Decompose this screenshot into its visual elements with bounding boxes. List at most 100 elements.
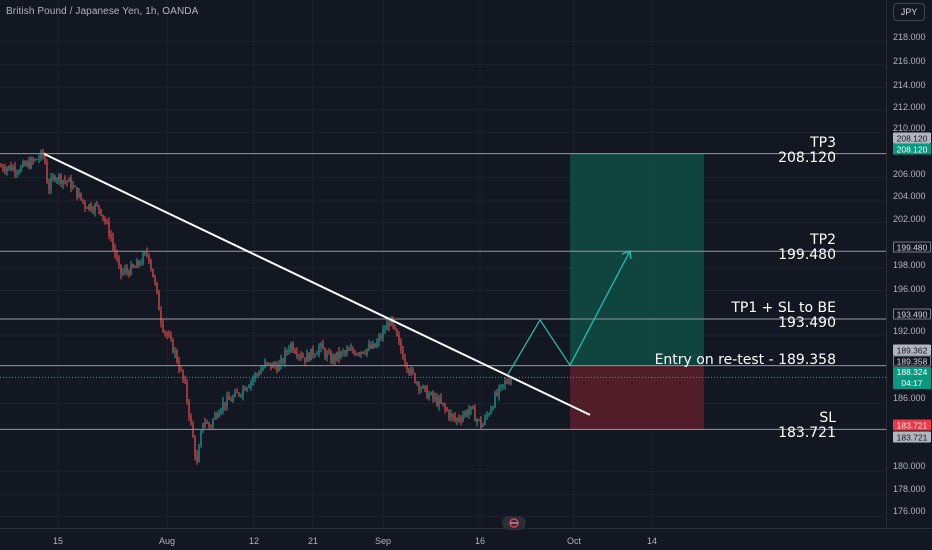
candle-body [186,381,188,402]
candle-body [340,351,342,358]
time-tick: Sep [374,536,392,546]
candle-body [130,264,132,275]
candle-body [242,388,244,395]
candle-body [100,209,102,215]
candle-body [482,424,484,427]
entry-axis-tag: 189.362 [893,344,931,356]
candle-body [208,422,210,426]
candle-body [470,406,472,411]
time-tick: 15 [52,536,64,546]
candle-body [192,422,194,438]
candle-body [150,261,152,269]
chart-area[interactable]: British Pound / Japanese Yen, 1h, OANDA … [0,0,886,528]
candle-body [222,402,224,410]
loss-zone[interactable] [570,365,704,430]
candle-body [322,343,324,350]
candle-body [154,277,156,283]
candle-body [478,419,480,421]
projection-arrowhead [621,250,632,260]
candle-body [84,201,86,208]
currency-button[interactable]: JPY [893,3,925,21]
candle-body [118,258,120,265]
candle-body [126,269,128,272]
price-axis[interactable] [886,0,932,528]
projection-path[interactable] [507,250,631,375]
candle-body [190,416,192,423]
candle-body [438,398,440,406]
tp1-label[interactable]: TP1 + SL to BE 193.490 [731,301,836,331]
candle-body [426,387,428,399]
price-tick: 210.000 [893,123,926,133]
candle-body [498,387,500,396]
time-tick: 21 [307,536,319,546]
candle-body [238,392,240,396]
candle-body [274,363,276,366]
candle-body [188,401,190,417]
candle-body [420,388,422,390]
price-chart[interactable] [0,0,886,528]
sl-label[interactable]: SL 183.721 [778,411,836,441]
candle-body [302,357,304,359]
candle-body [348,349,350,351]
candle-body [50,178,52,190]
candle-body [28,162,30,169]
tp2-label[interactable]: TP2 199.480 [778,233,836,263]
candle-body [132,264,134,267]
candle-body [380,336,382,338]
candle-body [114,246,116,255]
candle-body [388,323,390,326]
candle-body [106,221,108,223]
scroll-to-realtime-icon[interactable] [502,516,526,530]
candle-body [236,392,238,394]
time-tick: Aug [158,536,176,546]
tp3-axis-tag-green: 208.120 [893,143,931,155]
time-axis[interactable]: 15 Aug 12 21 Sep 16 Oct 14 [0,528,932,550]
candle-body [308,353,310,361]
time-tick: 12 [248,536,260,546]
candle-body [168,335,170,337]
candle-body [404,358,406,364]
candle-body [170,335,172,340]
candle-body [338,351,340,358]
candle-body [148,254,150,262]
profit-zone[interactable] [570,153,704,366]
candle-body [8,165,10,168]
candle-body [386,323,388,331]
level-lines[interactable] [0,153,886,430]
candle-body [452,413,454,417]
candle-body [406,363,408,370]
candle-body [250,380,252,386]
candle-body [430,392,432,395]
candle-body [370,344,372,348]
candle-body [394,325,396,330]
candle-body [354,351,356,355]
tp3-label[interactable]: TP3 208.120 [778,136,836,166]
candle-body [218,412,220,418]
candle-body [290,343,292,350]
candle-body [220,409,222,413]
candle-body [334,355,336,360]
candle-body [202,423,204,432]
candle-body [448,410,450,418]
candle-body [204,423,206,425]
price-tick: 186.000 [893,393,926,403]
candle-body [296,352,298,356]
candle-body [500,384,502,388]
candle-body [418,382,420,390]
sl-price: 183.721 [778,425,836,441]
candle-body [382,330,384,338]
candle-body [332,355,334,363]
entry-label[interactable]: Entry on re-test - 189.358 [655,353,836,368]
target-icon [509,518,519,528]
candle-body [70,178,72,189]
grid-lines [0,0,886,528]
candle-body [72,185,74,189]
candle-body [424,385,426,388]
candle-body [86,207,88,209]
candle-body [172,339,174,353]
time-tick: 16 [474,536,486,546]
candle-body [398,335,400,341]
candle-body [156,282,158,293]
trendline[interactable] [43,152,591,416]
candle-body [300,355,302,358]
